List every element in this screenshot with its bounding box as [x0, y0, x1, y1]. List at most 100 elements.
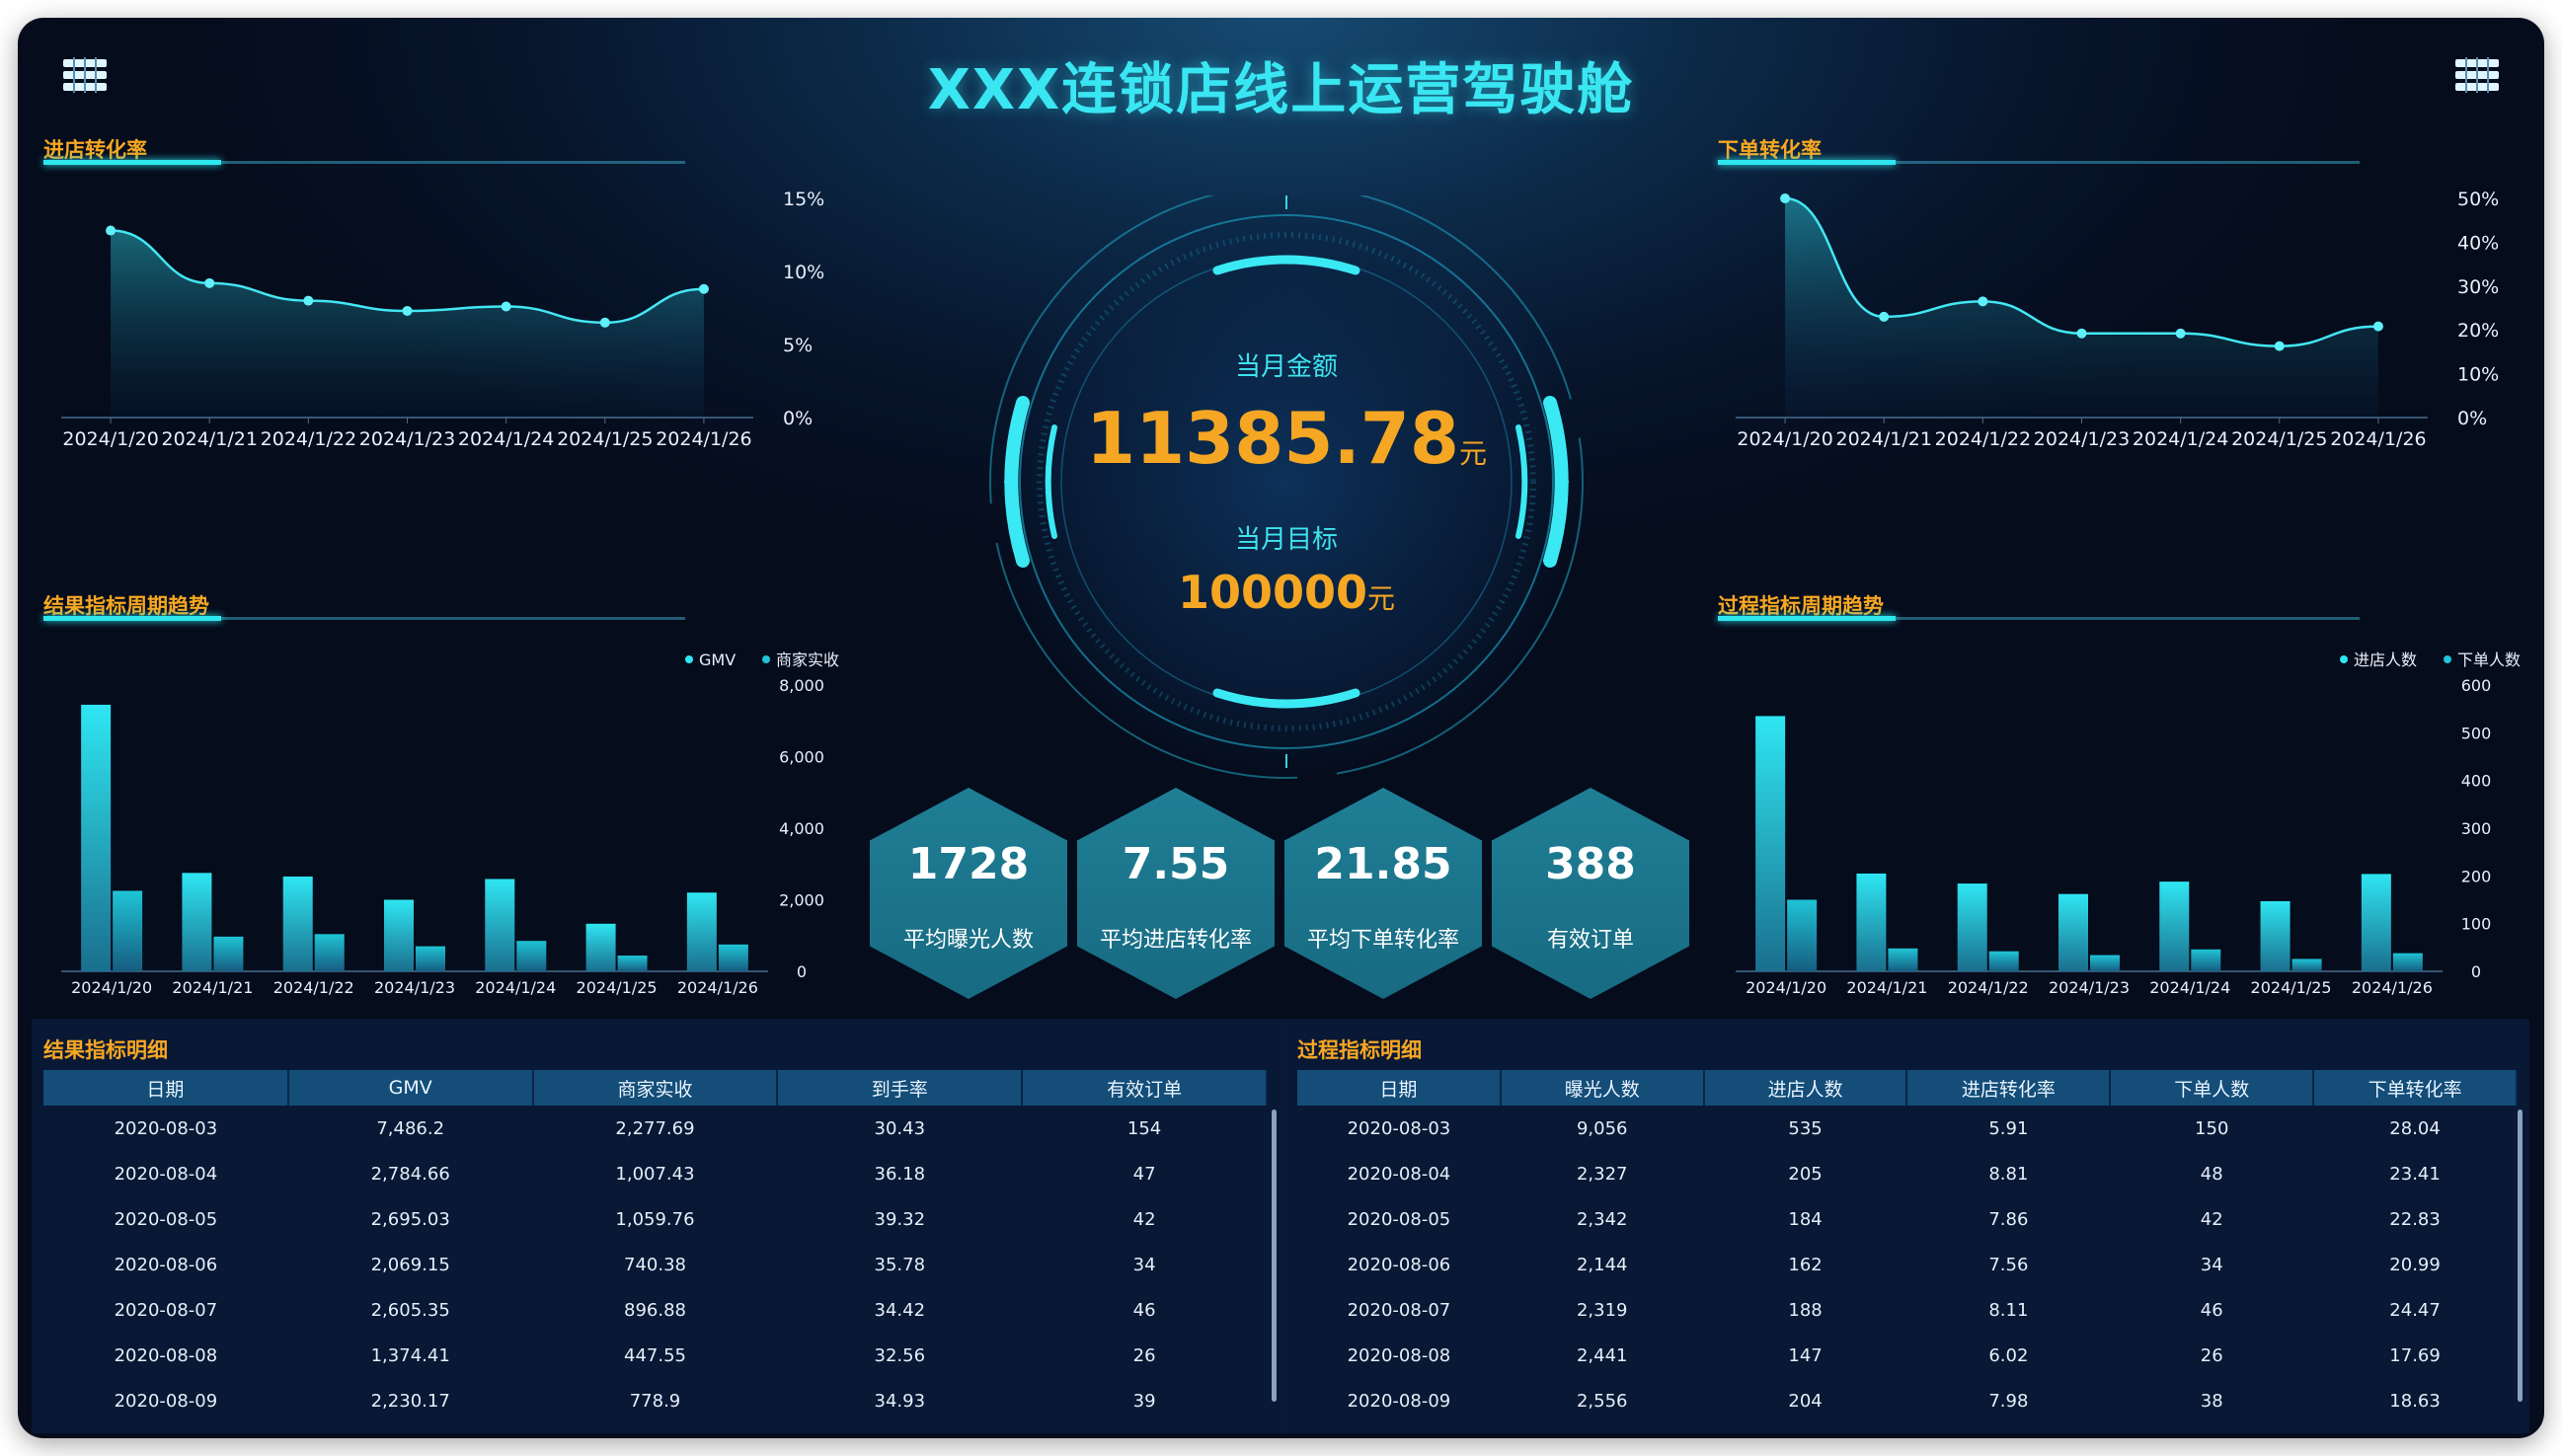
process-table-header-cell[interactable]: 进店转化率: [1906, 1070, 2112, 1106]
process-table-cell: 46: [2200, 1299, 2223, 1321]
table-row[interactable]: 2020-08-03 9,056 535 5.91 150 28.04: [1297, 1106, 2517, 1151]
table-row[interactable]: 2020-08-05 2,695.03 1,059.76 39.32 42: [43, 1196, 1267, 1242]
process-trend-title: 过程指标周期趋势: [1718, 594, 1884, 618]
result-table-container[interactable]: 日期 GMV 商家实收 到手率 有效订单 2020-08-03 7,486.2 2,277.…: [43, 1070, 1268, 1425]
result-trend-bar: [686, 892, 717, 971]
result-trend-x-label: 2024/1/23: [374, 978, 455, 997]
kpi-value: 388: [1545, 839, 1636, 889]
process-table-container[interactable]: 日期 曝光人数 进店人数 进店转化率 下单人数 下单转化率 2020-08-03 9,056…: [1297, 1070, 2518, 1425]
process-table-header-cell[interactable]: 下单人数: [2110, 1070, 2315, 1106]
process-table-scrollbar[interactable]: [2518, 1110, 2523, 1402]
table-row[interactable]: 2020-08-07 2,319 188 8.11 46 24.47: [1297, 1287, 2517, 1333]
result-table-header-cell[interactable]: GMV: [287, 1070, 534, 1106]
process-table-cell: 23.41: [2389, 1163, 2441, 1185]
result-table-header-cell[interactable]: 商家实收: [532, 1070, 779, 1106]
result-table-cell: 34.42: [874, 1299, 926, 1321]
result-table-cell: 740.38: [624, 1254, 686, 1275]
process-table-cell: 2020-08-06: [1347, 1254, 1451, 1275]
table-row[interactable]: 2020-08-08 1,374.41 447.55 32.56 26: [43, 1333, 1267, 1378]
spotlight-left-icon: [63, 57, 107, 93]
process-trend-y-label: 500: [2461, 724, 2492, 742]
process-trend-x-label: 2024/1/20: [1746, 978, 1826, 997]
result-trend-legend-label: 商家实收: [776, 651, 839, 669]
process-table-cell: 6.02: [1988, 1344, 2029, 1366]
result-table-cell: 1,374.41: [370, 1344, 450, 1366]
store-conversion-x-label: 2024/1/21: [162, 428, 258, 450]
table-row[interactable]: 2020-08-09 2,556 204 7.98 38 18.63: [1297, 1378, 2517, 1423]
process-trend-x-label: 2024/1/26: [2352, 978, 2433, 997]
process-trend-y-label: 300: [2461, 819, 2492, 838]
table-row[interactable]: 2020-08-04 2,784.66 1,007.43 36.18 47: [43, 1151, 1267, 1196]
order-conversion-chart: 2024/1/20 2024/1/21 2024/1/22 2024/1/23 2024…: [1736, 189, 2499, 450]
process-trend-x-label: 2024/1/23: [2049, 978, 2130, 997]
process-trend-bar: [2090, 955, 2120, 971]
process-table-cell: 2,556: [1576, 1390, 1628, 1412]
process-trend-chart: 进店人数 下单人数 0 100 200 300 400 500 600 2024/1/20 2024…: [1736, 651, 2521, 997]
table-row[interactable]: 2020-08-06 2,069.15 740.38 35.78 34: [43, 1242, 1267, 1287]
process-table-header-cell[interactable]: 曝光人数: [1500, 1070, 1705, 1106]
order-conversion-point: [2274, 341, 2285, 351]
table-row[interactable]: 2020-08-05 2,342 184 7.86 42 22.83: [1297, 1196, 2517, 1242]
process-detail-panel: 过程指标明细 日期 曝光人数 进店人数 进店转化率 下单人数 下单转化率 2020-08-…: [1285, 1019, 2529, 1433]
result-table-cell: 447.55: [624, 1344, 686, 1366]
table-row[interactable]: 2020-08-09 2,230.17 778.9 34.93 39: [43, 1378, 1267, 1423]
result-table-cell: 39: [1132, 1390, 1156, 1412]
table-row[interactable]: 2020-08-07 2,605.35 896.88 34.42 46: [43, 1287, 1267, 1333]
result-table-cell: 2,230.17: [370, 1390, 450, 1412]
result-trend-bar: [416, 946, 445, 971]
store-conversion-y-label: 15%: [783, 189, 824, 210]
process-table-cell: 204: [1788, 1390, 1823, 1412]
process-table-cell: 2020-08-08: [1347, 1344, 1451, 1366]
result-trend-bar: [314, 934, 345, 971]
store-conversion-point: [106, 225, 116, 236]
store-conversion-point: [599, 317, 610, 328]
result-table-header-cell[interactable]: 到手率: [777, 1070, 1024, 1106]
process-trend-bar: [1856, 873, 1887, 971]
result-trend-bar: [282, 876, 313, 971]
process-trend-bar: [1957, 883, 1987, 971]
table-row[interactable]: 2020-08-04 2,327 205 8.81 48 23.41: [1297, 1151, 2517, 1196]
table-row[interactable]: 2020-08-08 2,441 147 6.02 26 17.69: [1297, 1333, 2517, 1378]
result-trend-y-label: 6,000: [779, 748, 824, 767]
result-trend-bar: [182, 873, 212, 971]
result-table-cell: 2,784.66: [370, 1163, 450, 1185]
result-table-scrollbar[interactable]: [1272, 1110, 1277, 1402]
process-table-cell: 42: [2200, 1208, 2223, 1230]
kpi-label: 平均下单转化率: [1306, 928, 1459, 953]
result-table-cell: 154: [1126, 1117, 1162, 1139]
process-table-cell: 7.86: [1988, 1208, 2029, 1230]
month-amount-label: 当月金额: [1234, 352, 1338, 382]
process-table-cell: 22.83: [2389, 1208, 2441, 1230]
process-table-header-cell[interactable]: 进店人数: [1703, 1070, 1908, 1106]
process-table-header-cell[interactable]: 下单转化率: [2313, 1070, 2518, 1106]
process-table-cell: 38: [2200, 1390, 2223, 1412]
result-trend-underline: [43, 616, 685, 621]
process-trend-legend-marker: [2340, 655, 2348, 663]
process-trend-y-label: 100: [2461, 915, 2492, 934]
month-target-value: 100000元: [1177, 566, 1396, 619]
process-trend-bar: [1888, 948, 1918, 971]
table-row[interactable]: 2020-08-03 7,486.2 2,277.69 30.43 154: [43, 1106, 1267, 1151]
result-table-cell: 2020-08-04: [114, 1163, 218, 1185]
table-row[interactable]: 2020-08-06 2,144 162 7.56 34 20.99: [1297, 1242, 2517, 1287]
process-table-header-cell[interactable]: 日期: [1297, 1070, 1502, 1106]
process-table-cell: 2020-08-05: [1347, 1208, 1451, 1230]
result-table-cell: 7,486.2: [376, 1117, 445, 1139]
result-trend-x-label: 2024/1/22: [273, 978, 354, 997]
kpi-valid-orders: 388 有效订单: [1492, 788, 1689, 999]
kpi-value: 1728: [907, 839, 1030, 889]
result-table-cell: 42: [1132, 1208, 1156, 1230]
result-table-cell: 2,605.35: [370, 1299, 450, 1321]
order-conversion-x-label: 2024/1/26: [2330, 428, 2426, 450]
order-conversion-x-label: 2024/1/20: [1737, 428, 1832, 450]
result-trend-bar: [113, 890, 143, 971]
store-conversion-point: [402, 305, 413, 316]
result-table-header-cell[interactable]: 日期: [43, 1070, 289, 1106]
order-conversion-x-label: 2024/1/21: [1836, 428, 1932, 450]
kpi-label: 平均曝光人数: [902, 928, 1034, 953]
result-trend-bar: [516, 941, 547, 971]
result-table-header-cell[interactable]: 有效订单: [1022, 1070, 1268, 1106]
result-table-cell: 2020-08-05: [114, 1208, 218, 1230]
process-trend-bar: [1988, 951, 2019, 971]
result-table-cell: 2020-08-09: [114, 1390, 218, 1412]
